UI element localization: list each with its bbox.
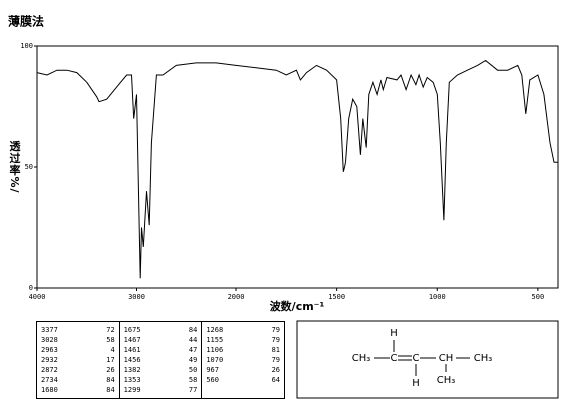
peak-row: 3028 58 — [41, 335, 115, 345]
peak-transmittance: 84 — [188, 326, 198, 334]
peak-wavenumber: 1675 — [123, 326, 141, 334]
peak-row: 967 26 — [206, 365, 280, 375]
peak-row: 560 64 — [206, 375, 280, 385]
peak-row: 2932 17 — [41, 355, 115, 365]
structure-label: H — [390, 328, 398, 339]
x-tick-label: 1500 — [328, 293, 345, 301]
peak-transmittance: 81 — [271, 346, 281, 354]
peak-wavenumber: 1268 — [206, 326, 224, 334]
peak-wavenumber: 1467 — [123, 336, 141, 344]
peak-row: 2963 4 — [41, 345, 115, 355]
peak-row: 1675 84 — [124, 325, 198, 335]
peak-row: 1467 44 — [124, 335, 198, 345]
plot-frame — [36, 45, 559, 289]
peak-wavenumber: 2872 — [41, 366, 58, 374]
x-tick-label: 1000 — [429, 293, 446, 301]
peak-wavenumber: 1456 — [123, 356, 141, 364]
structure-bonds — [374, 340, 470, 376]
peak-transmittance: 50 — [188, 366, 198, 374]
peak-wavenumber: 1155 — [206, 336, 224, 344]
structure-label: CH₃ — [437, 375, 456, 386]
x-tick-label: 500 — [532, 293, 545, 301]
peak-column: 1675 84 1467 44 1461 47 1456 49 1382 50 1353 58 1299… — [120, 322, 203, 398]
peak-row: 1268 79 — [206, 325, 280, 335]
peak-wavenumber: 1680 — [41, 386, 58, 394]
peak-transmittance: 84 — [106, 376, 115, 384]
peak-transmittance: 64 — [271, 376, 281, 384]
peak-row: 1456 49 — [124, 355, 198, 365]
x-tick-label: 3000 — [128, 293, 145, 301]
structure-label: C — [391, 353, 398, 364]
structure-label: CH — [439, 353, 454, 364]
structure-label: C — [413, 353, 420, 364]
peak-transmittance: 26 — [271, 366, 281, 374]
peak-row: 1382 50 — [124, 365, 198, 375]
peak-transmittance: 49 — [188, 356, 198, 364]
peak-transmittance: 4 — [110, 346, 115, 354]
peak-row: 2872 26 — [41, 365, 115, 375]
peak-column: 3377 72 3028 58 2963 4 2932 17 2872 26 2734 84 1680 8… — [37, 322, 120, 398]
peak-transmittance: 47 — [188, 346, 198, 354]
peak-transmittance: 79 — [271, 356, 281, 364]
peak-wavenumber: 1299 — [123, 386, 141, 394]
structure-label: H — [412, 378, 420, 389]
y-tick-label: 50 — [25, 163, 33, 171]
peak-wavenumber: 1070 — [206, 356, 224, 364]
peak-row: 1106 81 — [206, 345, 280, 355]
peak-transmittance: 77 — [188, 386, 198, 394]
peak-transmittance: 58 — [106, 336, 115, 344]
peak-row: 1461 47 — [124, 345, 198, 355]
peak-transmittance: 44 — [188, 336, 198, 344]
peak-row: 1680 84 — [41, 385, 115, 395]
peak-wavenumber: 3377 — [41, 326, 58, 334]
peak-wavenumber: 1382 — [123, 366, 141, 374]
peak-wavenumber: 2734 — [41, 376, 58, 384]
peak-row: 3377 72 — [41, 325, 115, 335]
peak-transmittance: 17 — [106, 356, 115, 364]
peak-table: 3377 72 3028 58 2963 4 2932 17 2872 26 2734 84 1680 8… — [36, 321, 285, 399]
y-tick-label: 0 — [29, 284, 33, 292]
x-tick-label: 2000 — [228, 293, 245, 301]
peak-transmittance: 79 — [271, 326, 281, 334]
structure-label: CH₃ — [352, 353, 371, 364]
x-tick-label: 4000 — [29, 293, 46, 301]
peak-row: 1155 79 — [206, 335, 280, 345]
peak-wavenumber: 1461 — [123, 346, 141, 354]
peak-column: 1268 79 1155 79 1106 81 1070 79 967 26 560 64 — [202, 322, 284, 398]
peak-row: 1070 79 — [206, 355, 280, 365]
peak-row: 2734 84 — [41, 375, 115, 385]
peak-row: 1299 77 — [124, 385, 198, 395]
peak-transmittance: 79 — [271, 336, 281, 344]
structure-box — [296, 320, 559, 399]
peak-wavenumber: 967 — [206, 366, 219, 374]
y-axis-label: 透过率%/ — [8, 140, 21, 193]
structure-label: CH₃ — [474, 353, 493, 364]
peak-wavenumber: 2963 — [41, 346, 58, 354]
peak-wavenumber: 3028 — [41, 336, 58, 344]
peak-wavenumber: 2932 — [41, 356, 58, 364]
x-axis-label: 波数/cm⁻¹ — [270, 299, 325, 313]
spectrum-line — [36, 59, 558, 279]
y-tick-label: 100 — [20, 42, 33, 50]
peak-wavenumber: 1353 — [123, 376, 141, 384]
peak-transmittance: 84 — [106, 386, 115, 394]
peak-wavenumber: 560 — [206, 376, 219, 384]
peak-row: 1353 58 — [124, 375, 198, 385]
peak-wavenumber: 1106 — [206, 346, 224, 354]
chart-title: 薄膜法 — [8, 14, 44, 29]
peak-transmittance: 72 — [106, 326, 115, 334]
peak-transmittance: 58 — [188, 376, 198, 384]
peak-transmittance: 26 — [106, 366, 115, 374]
